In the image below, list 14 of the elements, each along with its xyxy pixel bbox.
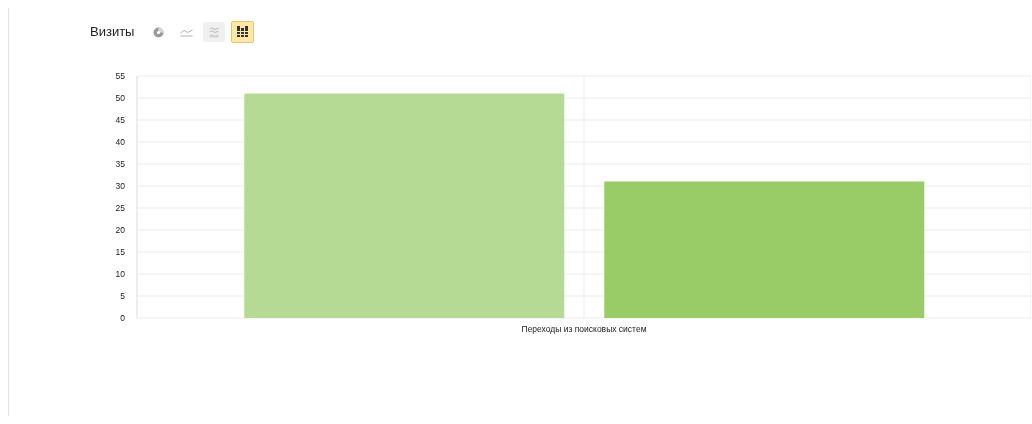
y-tick-label: 10 xyxy=(115,269,126,280)
y-tick-label: 45 xyxy=(115,115,126,126)
y-tick-label: 5 xyxy=(120,291,126,302)
y-tick-label: 50 xyxy=(115,93,126,104)
y-tick-label: 55 xyxy=(115,71,126,82)
y-tick-label: 20 xyxy=(115,225,126,236)
y-tick-label: 25 xyxy=(115,203,126,214)
x-tick-label: Переходы из поисковых систем xyxy=(521,324,647,335)
y-tick-label: 40 xyxy=(115,137,126,148)
chart-title: Визиты xyxy=(90,24,135,39)
y-tick-label: 30 xyxy=(115,181,126,192)
y-tick-label: 35 xyxy=(115,159,126,170)
y-tick-label: 0 xyxy=(120,313,126,324)
y-tick-label: 15 xyxy=(115,247,126,258)
